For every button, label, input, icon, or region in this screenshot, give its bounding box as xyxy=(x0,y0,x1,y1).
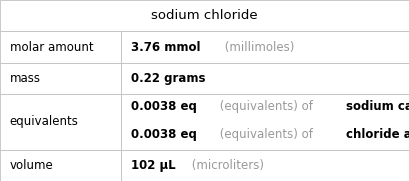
Bar xyxy=(121,63,409,94)
Text: molar amount: molar amount xyxy=(10,41,93,54)
Bar xyxy=(0,63,121,94)
Text: equivalents: equivalents xyxy=(10,115,79,128)
Bar xyxy=(121,150,409,181)
Bar xyxy=(0,0,409,31)
Text: 0.0038 eq: 0.0038 eq xyxy=(131,100,197,113)
Text: 102 µL: 102 µL xyxy=(131,159,175,172)
Text: (equivalents) of: (equivalents) of xyxy=(216,100,317,113)
Text: 0.0038 eq: 0.0038 eq xyxy=(131,128,197,141)
Text: (equivalents) of: (equivalents) of xyxy=(216,128,317,141)
Bar xyxy=(0,94,121,150)
Bar xyxy=(0,31,121,63)
Text: 0.22 grams: 0.22 grams xyxy=(131,72,205,85)
Text: mass: mass xyxy=(10,72,40,85)
Bar xyxy=(121,94,409,150)
Text: sodium cation: sodium cation xyxy=(346,100,409,113)
Text: volume: volume xyxy=(10,159,54,172)
Text: chloride anion: chloride anion xyxy=(346,128,409,141)
Bar xyxy=(0,150,121,181)
Bar xyxy=(121,31,409,63)
Text: (millimoles): (millimoles) xyxy=(220,41,294,54)
Text: 3.76 mmol: 3.76 mmol xyxy=(131,41,200,54)
Text: sodium chloride: sodium chloride xyxy=(151,9,258,22)
Text: (microliters): (microliters) xyxy=(189,159,265,172)
